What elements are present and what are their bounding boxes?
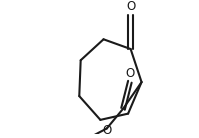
Text: O: O [125, 67, 135, 80]
Text: O: O [126, 0, 135, 13]
Text: O: O [102, 124, 111, 137]
